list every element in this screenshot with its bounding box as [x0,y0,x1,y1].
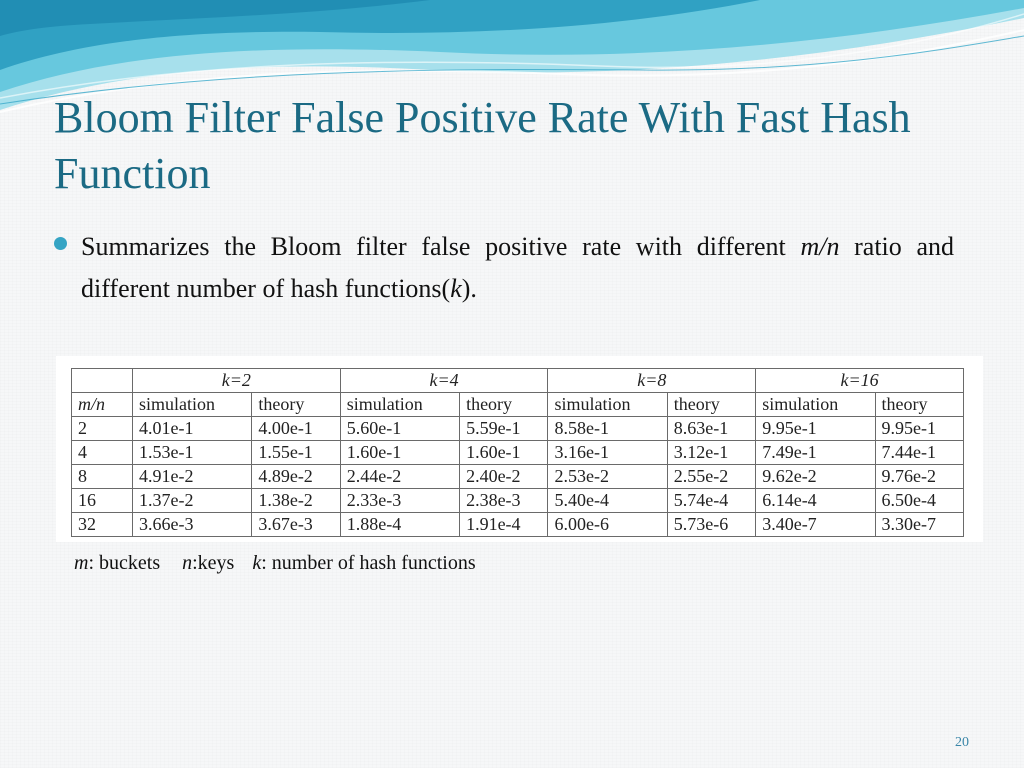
bullet-text-part: ratio and different number of hash funct… [81,232,955,303]
table-cell: 8.63e-1 [666,416,757,441]
table-cell: 3.67e-3 [251,512,341,537]
table-cell: 9.95e-1 [755,416,876,441]
table-group-header-row: k=2 k=4 k=8 k=16 [71,368,964,393]
table-cell: 3.30e-7 [874,512,965,537]
table-cell: 2.38e-3 [459,488,549,513]
table-cell: 16 [71,488,133,513]
slide-title: Bloom Filter False Positive Rate With Fa… [54,93,911,198]
table-cell: 6.00e-6 [547,512,668,537]
table-row: 2 4.01e-1 4.00e-1 5.60e-1 5.59e-1 8.58e-… [71,416,965,441]
group-header: k=2 [132,368,341,393]
table-image-panel: k=2 k=4 k=8 k=16 m/n simulation theory s… [56,356,983,542]
column-header: simulation [547,392,668,417]
table-cell: 5.60e-1 [339,416,461,441]
table-cell: 3.12e-1 [666,440,757,465]
table-cell: 4.00e-1 [251,416,341,441]
table-cell: 2.53e-2 [547,464,668,489]
column-header: theory [666,392,757,417]
table-cell: 1.88e-4 [339,512,461,537]
legend-m-var: m [74,552,89,574]
table-cell: 9.76e-2 [874,464,965,489]
table-cell: 7.44e-1 [874,440,965,465]
table-cell: 1.60e-1 [459,440,549,465]
table-cell: 5.73e-6 [666,512,757,537]
table-cell: 3.66e-3 [131,512,253,537]
table-cell: 2.40e-2 [459,464,549,489]
column-header: simulation [131,392,253,417]
bullet-k-var: k [450,274,462,303]
header-wave-decoration [0,0,1024,113]
table-cell: 4.91e-2 [131,464,253,489]
table-cell: 4.01e-1 [131,416,253,441]
legend-k-var: k [252,552,262,574]
table-row: 4 1.53e-1 1.55e-1 1.60e-1 1.60e-1 3.16e-… [71,440,965,465]
group-header: k=16 [755,368,964,393]
bullet-dot-icon [54,237,67,250]
table-cell: 9.95e-1 [874,416,965,441]
table-cell: 4 [71,440,133,465]
table-cell: 3.16e-1 [547,440,668,465]
table-column-header-row: m/n simulation theory simulation theory … [71,392,965,417]
column-header: m/n [71,392,133,417]
table-cell: 8.58e-1 [547,416,668,441]
table-cell: 4.89e-2 [251,464,341,489]
group-header: k=4 [339,368,549,393]
table-cell: 5.59e-1 [459,416,549,441]
column-header: theory [874,392,965,417]
table-cell: 1.37e-2 [131,488,253,513]
table-cell: 1.60e-1 [339,440,461,465]
table-row: 16 1.37e-2 1.38e-2 2.33e-3 2.38e-3 5.40e… [71,488,965,513]
table-cell: 6.14e-4 [755,488,876,513]
table-row: 32 3.66e-3 3.67e-3 1.88e-4 1.91e-4 6.00e… [71,512,965,537]
legend-n-desc: :keys [192,552,235,574]
bullet-text-part: Summarizes the Bloom filter false positi… [81,232,801,261]
table-cell: 3.40e-7 [755,512,876,537]
table-cell: 32 [71,512,133,537]
table-cell: 2.55e-2 [666,464,757,489]
variable-legend: m: buckets n:keys k: number of hash functi… [74,552,476,575]
table-cell: 1.55e-1 [251,440,341,465]
false-positive-table: k=2 k=4 k=8 k=16 m/n simulation theory s… [71,368,965,537]
table-cell: 2 [71,416,133,441]
legend-k-desc: : number of hash functions [261,552,476,574]
column-header: theory [251,392,341,417]
bullet-text: Summarizes the Bloom filter false positi… [81,226,954,310]
group-header: k=8 [547,368,757,393]
column-header: theory [459,392,549,417]
table-cell: 1.38e-2 [251,488,341,513]
column-header: simulation [339,392,461,417]
legend-n-var: n [182,552,193,574]
table-cell: 9.62e-2 [755,464,876,489]
table-cell: 1.53e-1 [131,440,253,465]
bullet-text-part: ). [461,274,477,303]
table-cell: 5.74e-4 [666,488,757,513]
legend-m-desc: : buckets [88,552,161,574]
table-cell: 1.91e-4 [459,512,549,537]
table-cell: 7.49e-1 [755,440,876,465]
table-cell: 2.33e-3 [339,488,461,513]
bullet-mn-ratio: m/n [800,232,840,261]
page-number: 20 [955,735,969,750]
table-cell: 8 [71,464,133,489]
bullet-item: Summarizes the Bloom filter false positi… [54,226,954,310]
column-header: simulation [755,392,876,417]
table-corner-cell [71,368,133,393]
table-cell: 2.44e-2 [339,464,461,489]
table-cell: 6.50e-4 [874,488,965,513]
table-row: 8 4.91e-2 4.89e-2 2.44e-2 2.40e-2 2.53e-… [71,464,965,489]
table-cell: 5.40e-4 [547,488,668,513]
